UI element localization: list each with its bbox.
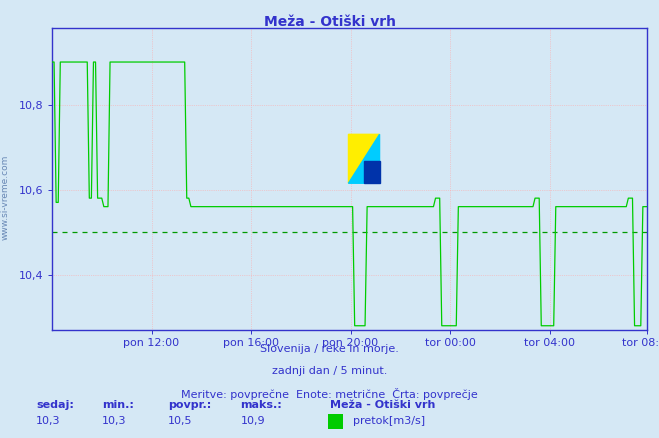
Text: 10,3: 10,3: [102, 417, 127, 426]
Text: povpr.:: povpr.:: [168, 400, 212, 410]
Text: sedaj:: sedaj:: [36, 400, 74, 410]
Text: www.si-vreme.com: www.si-vreme.com: [1, 155, 10, 240]
Text: Meža - Otiški vrh: Meža - Otiški vrh: [330, 400, 435, 410]
Text: 10,3: 10,3: [36, 417, 61, 426]
Polygon shape: [349, 134, 380, 183]
Text: pretok[m3/s]: pretok[m3/s]: [353, 417, 424, 426]
Polygon shape: [349, 134, 380, 183]
Text: zadnji dan / 5 minut.: zadnji dan / 5 minut.: [272, 366, 387, 376]
Text: 10,9: 10,9: [241, 417, 265, 426]
Text: min.:: min.:: [102, 400, 134, 410]
Text: Meritve: povprečne  Enote: metrične  Črta: povprečje: Meritve: povprečne Enote: metrične Črta:…: [181, 389, 478, 400]
Text: Meža - Otiški vrh: Meža - Otiški vrh: [264, 15, 395, 29]
Text: maks.:: maks.:: [241, 400, 282, 410]
Bar: [364, 161, 380, 183]
Text: Slovenija / reke in morje.: Slovenija / reke in morje.: [260, 344, 399, 354]
Text: 10,5: 10,5: [168, 417, 192, 426]
